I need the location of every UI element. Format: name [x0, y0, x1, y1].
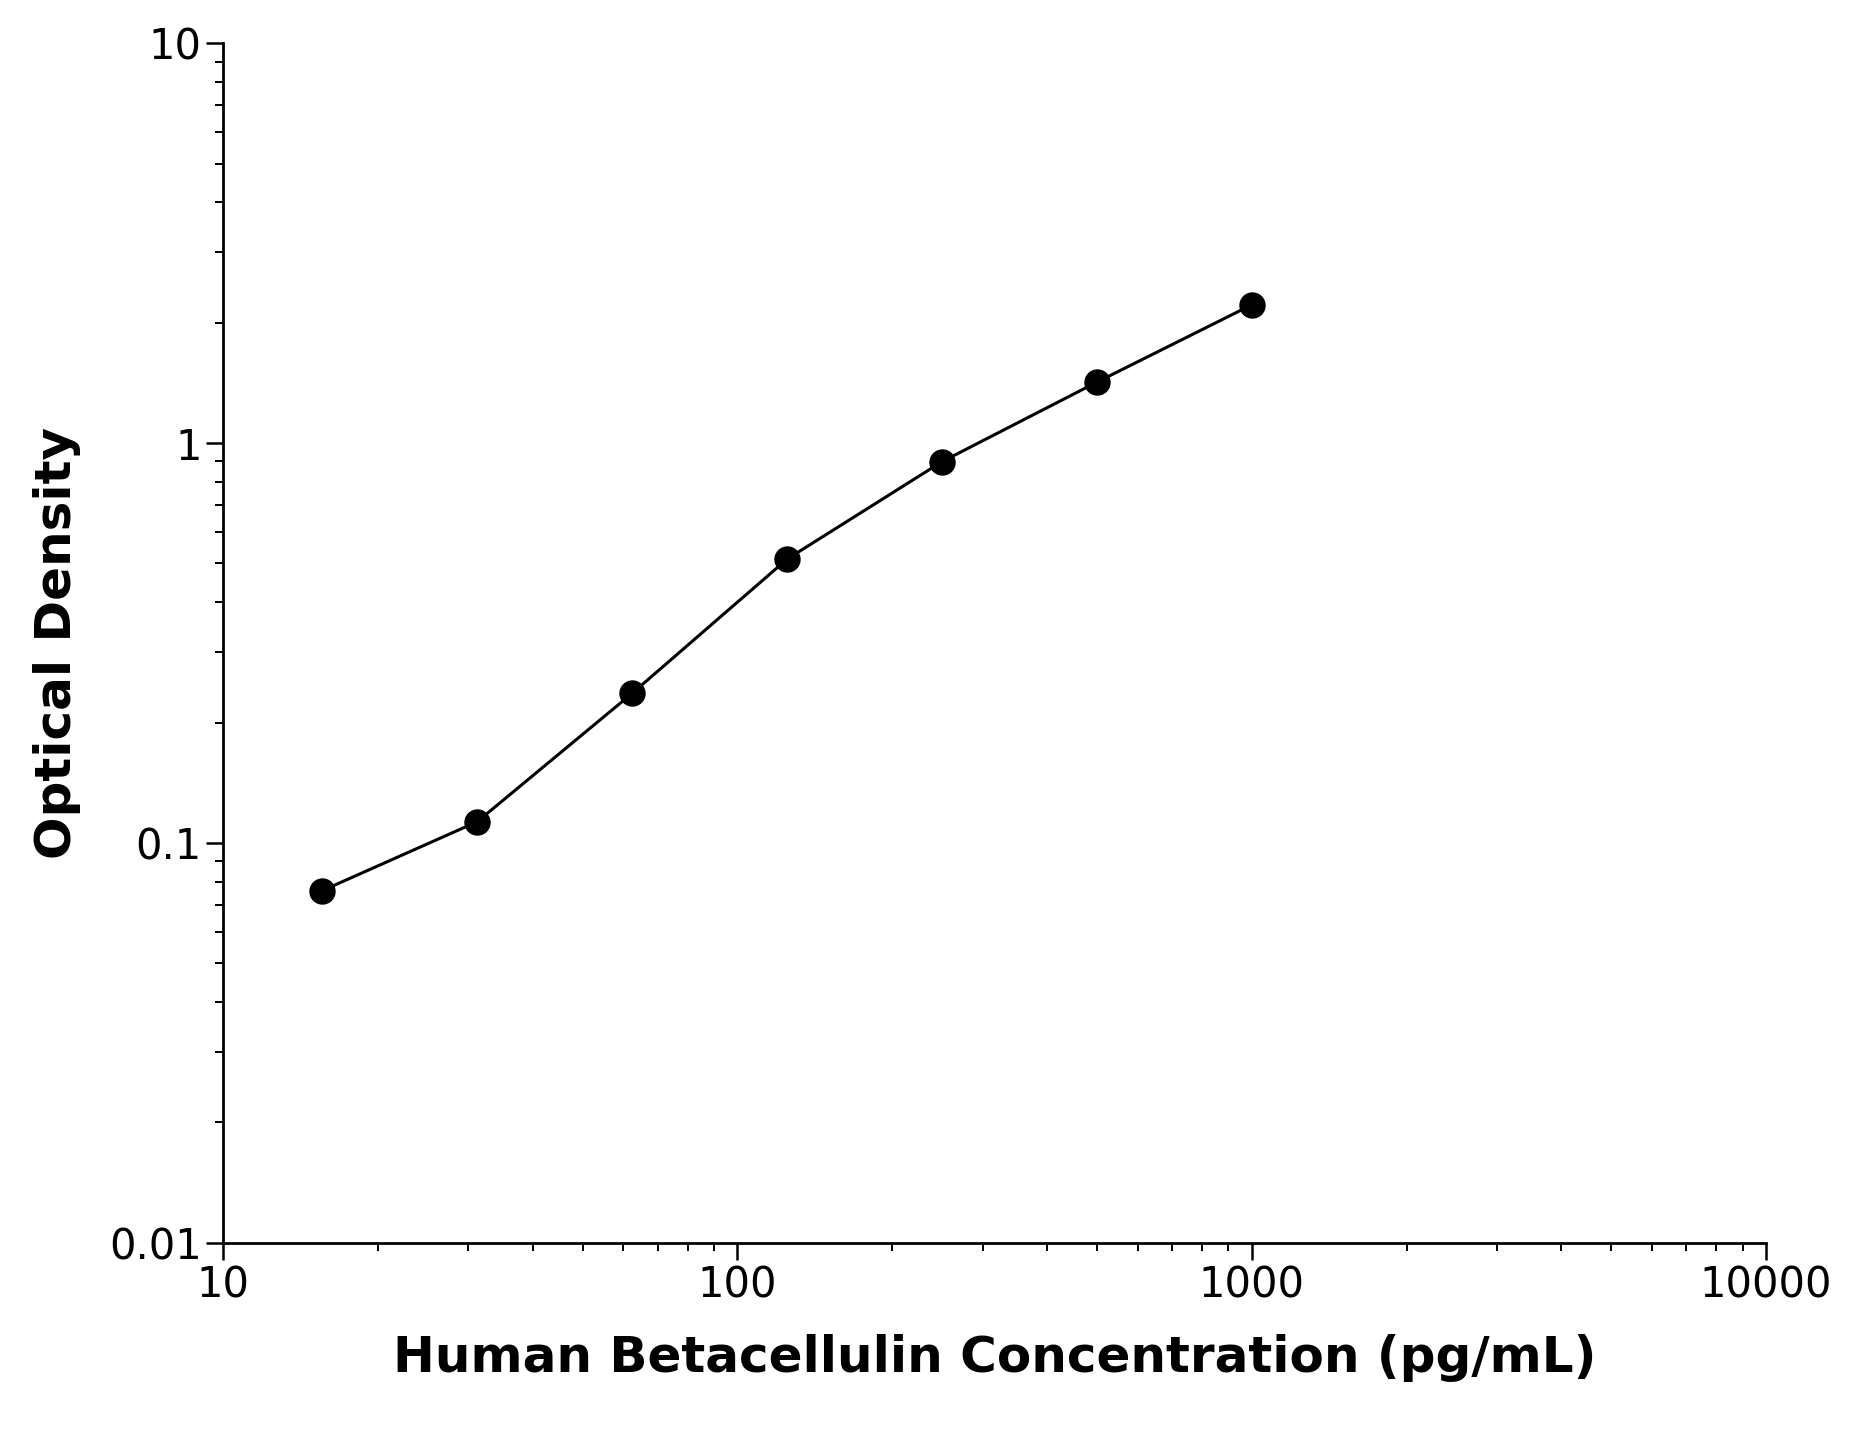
- Y-axis label: Optical Density: Optical Density: [33, 426, 82, 860]
- X-axis label: Human Betacellulin Concentration (pg/mL): Human Betacellulin Concentration (pg/mL): [392, 1334, 1597, 1381]
